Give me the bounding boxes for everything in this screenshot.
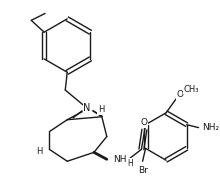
Text: NH₂: NH₂: [202, 123, 219, 132]
Text: NH: NH: [113, 155, 126, 164]
Text: H: H: [98, 105, 104, 114]
Text: H: H: [36, 147, 43, 156]
Text: CH₃: CH₃: [183, 85, 199, 93]
Text: N: N: [83, 103, 91, 113]
Text: O: O: [141, 118, 148, 127]
Text: Br: Br: [138, 166, 148, 175]
Text: O: O: [176, 90, 183, 100]
Text: H: H: [128, 159, 133, 168]
